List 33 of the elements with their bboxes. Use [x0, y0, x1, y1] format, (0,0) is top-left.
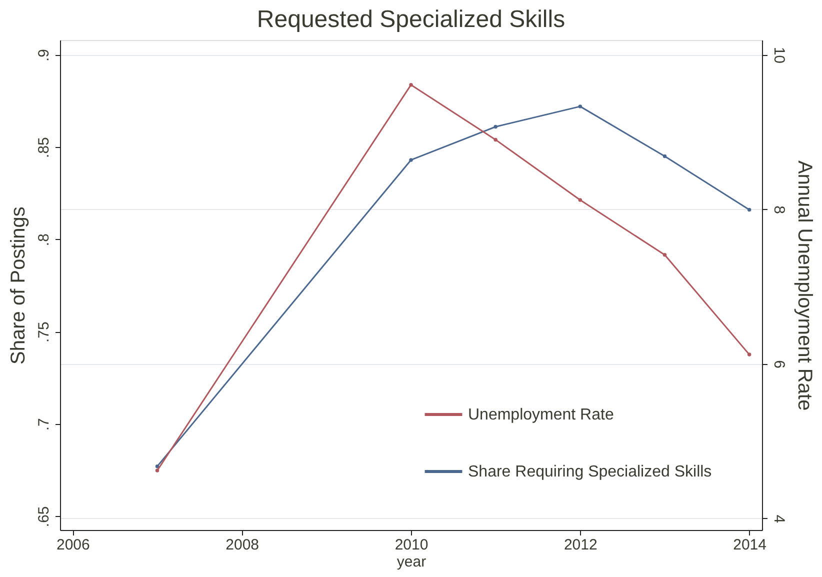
point: [494, 138, 498, 142]
x-tick-label: 2014: [733, 536, 766, 554]
point: [662, 252, 667, 257]
y2-tick-label: 10: [770, 46, 788, 64]
point: [409, 158, 413, 162]
y-tick-label: .65: [36, 506, 52, 528]
point: [578, 198, 582, 202]
y2-tick-label: 6: [770, 360, 788, 369]
point: [155, 464, 160, 468]
y-tick-label: .9: [36, 49, 52, 62]
point: [747, 352, 752, 356]
y2-tick-label: 4: [770, 514, 788, 524]
y-tick-label: .85: [36, 137, 52, 158]
point: [747, 208, 752, 212]
x-axis-title: year: [396, 554, 426, 570]
y2-axis-title: Annual Unemployment Rate: [794, 160, 816, 411]
legend-label: Unemployment Rate: [468, 406, 614, 424]
legend-label: Share Requiring Specialized Skills: [468, 464, 712, 480]
x-tick-label: 2006: [56, 536, 90, 554]
point: [578, 104, 582, 108]
y2-tick-label: 8: [770, 206, 788, 214]
y-tick-label: .8: [36, 234, 52, 246]
y-tick-label: .7: [36, 418, 52, 431]
point: [155, 468, 160, 472]
y-tick-label: .75: [36, 322, 52, 343]
chart-title: Requested Specialized Skills: [256, 6, 566, 33]
point: [409, 82, 413, 87]
x-tick-label: 2008: [226, 536, 260, 554]
point: [494, 124, 498, 129]
point: [662, 154, 667, 158]
y-axis-title: Share of Postings: [8, 206, 30, 364]
x-tick-label: 2010: [394, 536, 428, 554]
x-tick-label: 2012: [564, 536, 598, 554]
